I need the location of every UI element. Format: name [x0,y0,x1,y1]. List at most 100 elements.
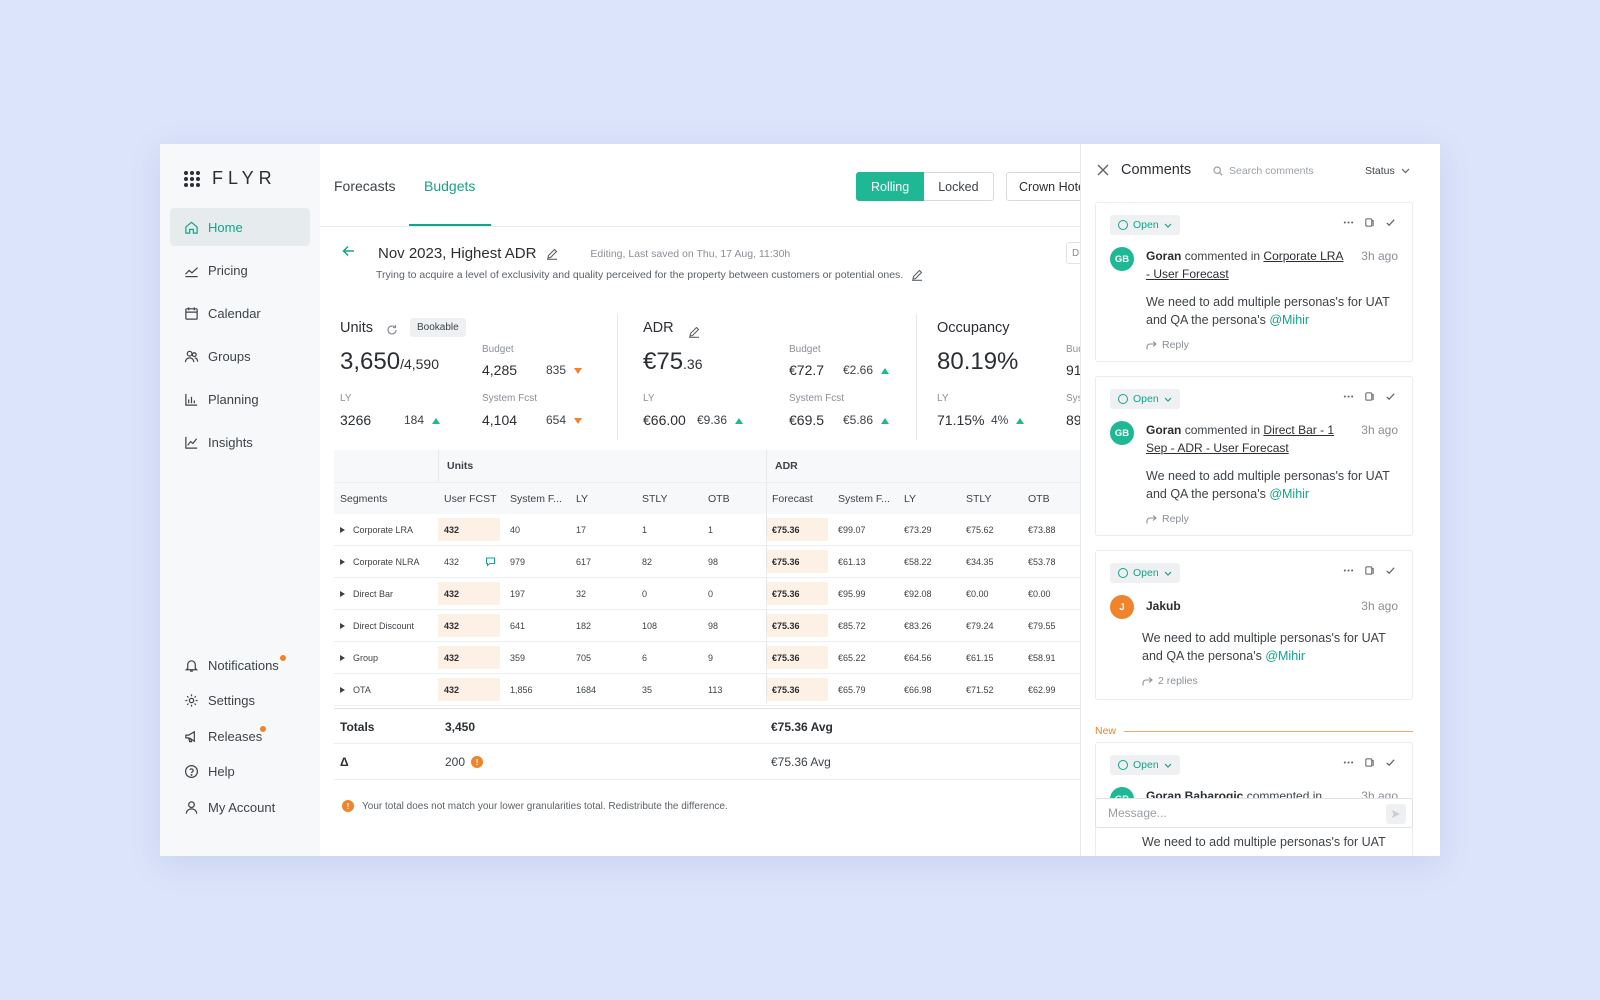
table-row[interactable]: Direct Bar 432 197 32 0 0 €75.36 €95.99 €92.08 €0… [334,578,1080,610]
column-header-adr-system-fcst[interactable]: System F... [832,482,898,514]
adr-forecast-cell[interactable]: €75.36 [766,646,828,669]
adr-forecast-cell[interactable]: €75.36 [766,550,828,573]
column-header-stly[interactable]: STLY [636,482,702,514]
rolling-button[interactable]: Rolling [856,172,925,201]
chevron-down-icon [1401,168,1410,174]
reply-button[interactable]: Reply [1146,513,1189,525]
mention[interactable]: @Mihir [1269,313,1310,327]
expand-caret-icon[interactable] [340,654,345,661]
column-header-system-fcst[interactable]: System F... [504,482,570,514]
column-header-ly[interactable]: LY [570,482,636,514]
send-button[interactable] [1386,804,1406,824]
column-header-segments[interactable]: Segments [334,482,438,514]
column-header-adr-ly[interactable]: LY [898,482,960,514]
adr-otb-cell: €62.99 [1022,674,1056,705]
more-icon[interactable] [1343,217,1354,228]
more-icon[interactable] [1343,565,1354,576]
sidebar-item-planning[interactable]: Planning [170,380,310,418]
sidebar-item-label: Insights [208,434,253,450]
sidebar-item-my-account[interactable]: My Account [170,792,310,822]
resolve-check-icon[interactable] [1385,565,1396,576]
replies-button[interactable]: 2 replies [1142,675,1198,687]
tab-forecasts[interactable]: Forecasts [334,178,396,194]
comment-target-link[interactable]: Direct Bar - 1 Sep - ADR - User Forecast [1146,423,1335,455]
units-group-header: Units [438,450,766,482]
status-pill[interactable]: Open [1110,215,1180,235]
copy-link-icon[interactable] [1364,391,1375,402]
resolve-check-icon[interactable] [1385,391,1396,402]
cell-text: €61.13 [838,556,866,567]
edit-description-icon[interactable] [911,269,923,281]
table-row[interactable]: Corporate NLRA 432 979 617 82 98 €75.36 €61.13 €… [334,546,1080,578]
column-header-adr-stly[interactable]: STLY [960,482,1022,514]
expand-caret-icon[interactable] [340,590,345,597]
column-header-user-fcst[interactable]: User FCST [438,482,504,514]
table-row[interactable]: OTA 432 1,856 1684 35 113 €75.36 €65.79 €66.98 €7… [334,674,1080,706]
user-fcst-cell[interactable]: 432 [438,646,500,669]
mention[interactable]: @Mihir [1269,487,1310,501]
sidebar-item-settings[interactable]: Settings [170,686,310,716]
status-pill[interactable]: Open [1110,755,1180,775]
more-icon[interactable] [1343,757,1354,768]
kpi-title: Occupancy [937,320,1010,336]
comment-target-link[interactable]: Corporate LRA - User Forecast [1146,249,1344,281]
adr-forecast-cell[interactable]: €75.36 [766,582,828,605]
status-pill[interactable]: Open [1110,389,1180,409]
cell-text: Group [353,652,379,663]
sidebar-item-insights[interactable]: Insights [170,423,310,461]
sidebar-item-groups[interactable]: Groups [170,337,310,375]
close-icon[interactable] [1097,164,1109,176]
adr-forecast-cell[interactable]: €75.36 [766,518,828,541]
table-row[interactable]: Direct Discount 432 641 182 108 98 €75.36 €85.7… [334,610,1080,642]
reply-icon [1142,676,1153,685]
column-header-otb[interactable]: OTB [702,482,766,514]
edit-title-icon[interactable] [546,248,558,260]
expand-caret-icon[interactable] [340,526,345,533]
user-fcst-cell[interactable]: 432 [438,614,500,637]
hotel-select[interactable]: Crown Hotel [1006,172,1080,201]
search-comments[interactable]: Search comments [1213,165,1314,177]
sidebar-item-calendar[interactable]: Calendar [170,294,310,332]
sidebar-item-home[interactable]: Home [170,208,310,246]
copy-link-icon[interactable] [1364,757,1375,768]
comment-icon[interactable] [485,556,496,567]
resolve-check-icon[interactable] [1385,217,1396,228]
mention[interactable]: @Mihir [1265,649,1306,663]
refresh-icon[interactable] [386,324,398,336]
table-row[interactable]: Group 432 359 705 6 9 €75.36 €65.22 €64.56 €61.15… [334,642,1080,674]
column-header-adr-otb[interactable]: OTB [1022,482,1080,514]
user-fcst-cell[interactable]: 432 [438,518,500,541]
expand-caret-icon[interactable] [340,558,345,565]
system-fcst-label: Sys [1066,393,1080,404]
cell-text: 17 [576,524,587,535]
status-pill[interactable]: Open [1110,563,1180,583]
user-fcst-cell[interactable]: 432 [438,582,500,605]
locked-button[interactable]: Locked [924,172,994,201]
message-input[interactable]: Message... [1095,798,1413,828]
adr-otb-cell: €73.88 [1022,514,1056,545]
details-button[interactable]: D [1066,242,1080,264]
adr-stly-cell: €75.62 [960,514,994,545]
column-header-forecast[interactable]: Forecast [766,482,832,514]
cell-text: €62.99 [1028,684,1056,695]
more-icon[interactable] [1343,391,1354,402]
expand-caret-icon[interactable] [340,622,345,629]
sidebar-item-pricing[interactable]: Pricing [170,251,310,289]
edit-adr-icon[interactable] [688,326,700,338]
status-filter[interactable]: Status [1365,165,1410,177]
table-row[interactable]: Corporate LRA 432 40 17 1 1 €75.36 €99.07 €73.29… [334,514,1080,546]
user-fcst-cell[interactable]: 432 [438,546,500,577]
user-fcst-cell[interactable]: 432 [438,678,500,701]
sidebar-item-releases[interactable]: Releases [170,721,310,751]
reply-button[interactable]: Reply [1146,339,1189,351]
back-arrow-icon[interactable] [342,244,358,263]
tab-budgets[interactable]: Budgets [424,178,476,194]
copy-link-icon[interactable] [1364,217,1375,228]
sidebar-item-notifications[interactable]: Notifications [170,650,310,680]
resolve-check-icon[interactable] [1385,757,1396,768]
copy-link-icon[interactable] [1364,565,1375,576]
adr-forecast-cell[interactable]: €75.36 [766,678,828,701]
adr-forecast-cell[interactable]: €75.36 [766,614,828,637]
expand-caret-icon[interactable] [340,686,345,693]
sidebar-item-help[interactable]: Help [170,757,310,787]
